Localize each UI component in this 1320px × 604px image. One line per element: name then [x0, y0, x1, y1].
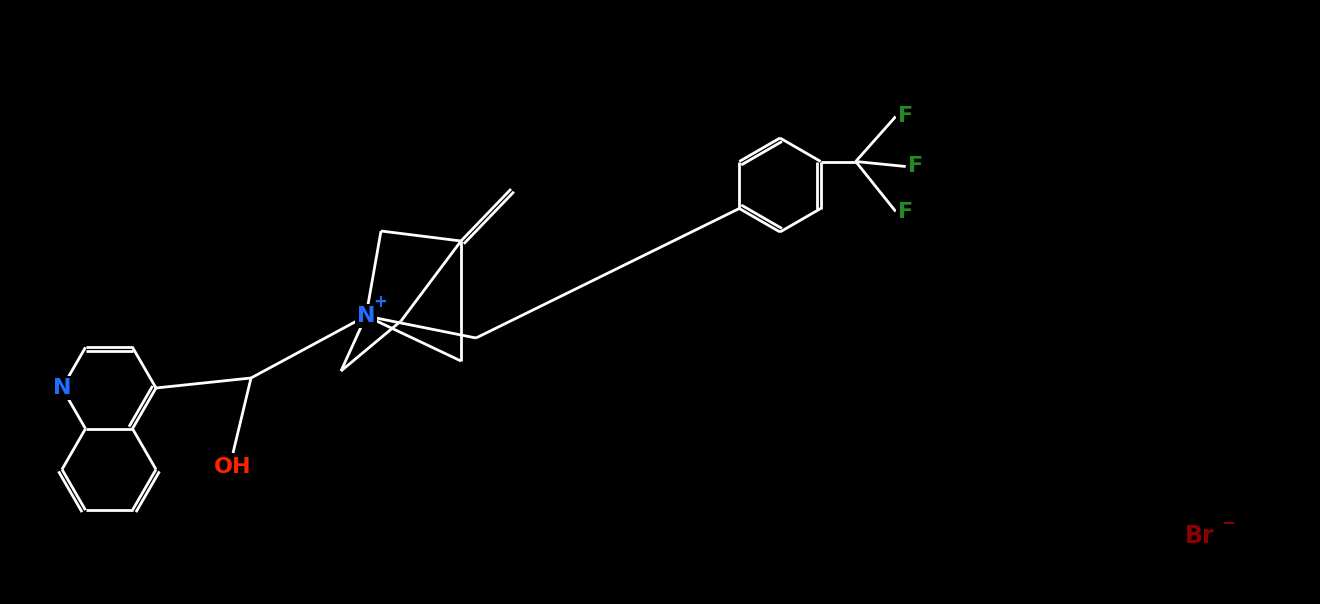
- Text: OH: OH: [214, 457, 252, 477]
- Text: F: F: [898, 202, 913, 222]
- Text: +: +: [374, 293, 387, 311]
- Text: F: F: [898, 106, 913, 126]
- Text: N: N: [356, 306, 375, 326]
- Text: N: N: [53, 378, 71, 398]
- Text: Br: Br: [1185, 524, 1214, 548]
- Text: F: F: [908, 156, 923, 176]
- Text: −: −: [1221, 513, 1236, 531]
